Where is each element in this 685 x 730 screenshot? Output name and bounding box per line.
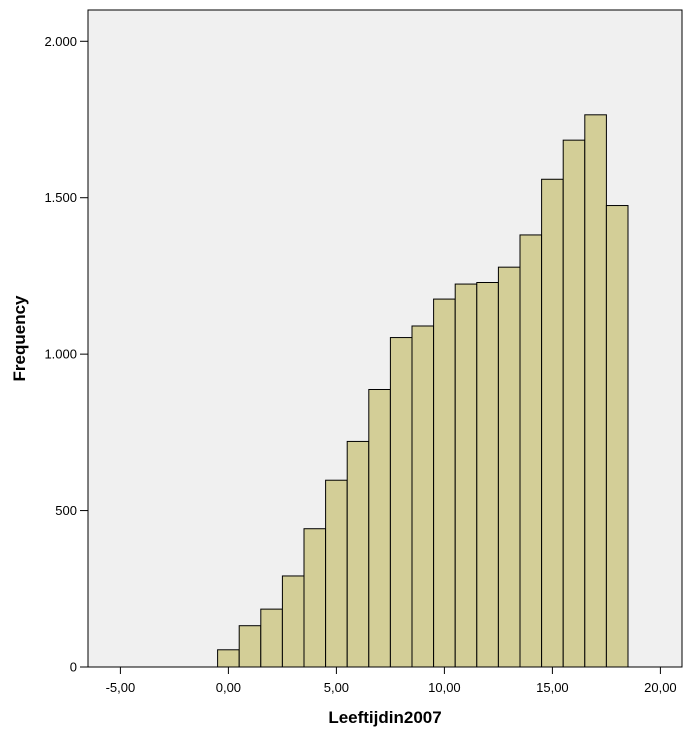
x-tick-label: 20,00 [644,680,677,695]
histogram-bar-5 [325,479,348,668]
histogram-bar-3 [281,575,305,668]
x-tick-label: -5,00 [106,680,136,695]
y-tick-label: 1.500 [44,190,77,205]
histogram-bar-9 [411,325,435,668]
histogram-bar-0 [217,649,240,668]
histogram-bar-15 [541,178,564,668]
y-tick-label: 2.000 [44,34,77,49]
bars-group [217,114,629,668]
histogram-bar-4 [303,528,327,668]
x-tick-label: 10,00 [428,680,461,695]
y-tick-label: 500 [55,503,77,518]
histogram-bar-7 [368,389,391,668]
histogram-bar-18 [605,205,629,668]
y-tick-label: 1.000 [44,347,77,362]
histogram-bar-16 [562,139,586,668]
x-tick-label: 5,00 [324,680,349,695]
histogram-bar-8 [389,337,413,668]
histogram-bar-14 [519,234,543,668]
x-tick-label: 15,00 [536,680,569,695]
histogram-bar-11 [454,283,478,668]
x-tick-label: 0,00 [216,680,241,695]
y-axis-title: Frequency [10,295,29,382]
histogram-bar-17 [584,114,607,668]
histogram-bar-13 [497,266,521,668]
x-axis: -5,00 0,00 5,00 10,00 15,00 20,00 [88,666,682,695]
y-tick-label: 0 [70,660,77,675]
y-axis: 0 500 1.000 1.500 2.000 [44,10,89,675]
x-axis-title: Leeftijdin2007 [328,708,441,727]
histogram-bar-2 [260,608,283,668]
histogram-bar-1 [238,625,262,668]
histogram-bar-10 [433,298,456,668]
histogram-bar-6 [346,440,370,668]
histogram-bar-12 [476,282,499,668]
